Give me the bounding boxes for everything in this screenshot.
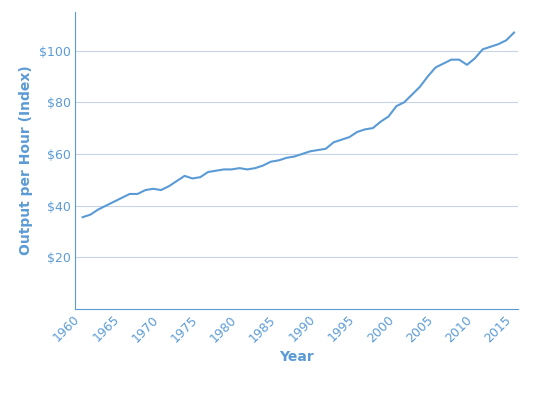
Y-axis label: Output per Hour (Index): Output per Hour (Index) (19, 65, 33, 255)
X-axis label: Year: Year (279, 350, 314, 364)
